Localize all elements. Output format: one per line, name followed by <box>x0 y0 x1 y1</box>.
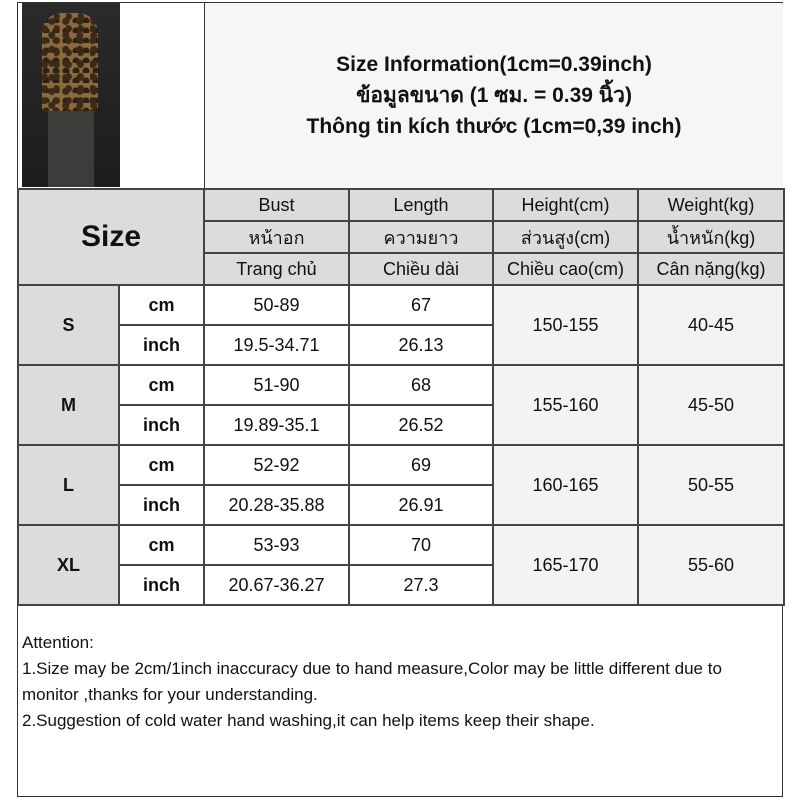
table-row: inch 19.5-34.71 26.13 <box>18 324 784 366</box>
unit-label: cm <box>118 364 205 406</box>
bust-value: 51-90 <box>203 364 350 406</box>
unit-label: inch <box>118 484 205 526</box>
bust-value: 20.67-36.27 <box>203 564 350 606</box>
weight-value: 55-60 <box>637 524 785 606</box>
table-row: inch 19.89-35.1 26.52 <box>18 404 784 446</box>
unit-label: cm <box>118 524 205 566</box>
table-row: inch 20.28-35.88 26.91 <box>18 484 784 526</box>
length-value: 27.3 <box>348 564 494 606</box>
unit-label: cm <box>118 444 205 486</box>
length-value: 70 <box>348 524 494 566</box>
bust-value: 20.28-35.88 <box>203 484 350 526</box>
column-header: หน้าอก <box>203 220 350 254</box>
attention-notes: Attention: 1.Size may be 2cm/1inch inacc… <box>22 630 782 734</box>
length-value: 67 <box>348 284 494 326</box>
column-header: Chiều cao(cm) <box>492 252 639 286</box>
length-value: 68 <box>348 364 494 406</box>
table-row: XL cm 53-93 70 165-170 55-60 <box>17 524 785 606</box>
length-value: 69 <box>348 444 494 486</box>
size-info-title: Size Information(1cm=0.39inch) ข้อมูลขนา… <box>204 3 783 188</box>
weight-value: 40-45 <box>637 284 785 366</box>
weight-value: 50-55 <box>637 444 785 526</box>
unit-label: inch <box>118 404 205 446</box>
title-line-en: Size Information(1cm=0.39inch) <box>336 53 652 76</box>
length-value: 26.52 <box>348 404 494 446</box>
column-header: Chiều dài <box>348 252 494 286</box>
unit-label: cm <box>118 284 205 326</box>
bust-value: 53-93 <box>203 524 350 566</box>
header-row: หน้าอก ความยาว ส่วนสูง(cm) น้ำหนัก(kg) <box>18 220 785 254</box>
column-header: Length <box>348 188 494 222</box>
unit-label: inch <box>118 324 205 366</box>
bust-value: 50-89 <box>203 284 350 326</box>
size-header: Size <box>17 188 205 286</box>
column-header: Cân nặng(kg) <box>637 252 785 286</box>
height-value: 155-160 <box>492 364 639 446</box>
height-value: 165-170 <box>492 524 639 606</box>
size-label: M <box>17 364 120 446</box>
leopard-top <box>42 13 98 113</box>
column-header: Trang chủ <box>203 252 350 286</box>
product-photo <box>22 3 120 187</box>
column-header: Bust <box>203 188 350 222</box>
header-row: Trang chủ Chiều dài Chiều cao(cm) Cân nặng(… <box>18 252 785 286</box>
note-1: 1.Size may be 2cm/1inch inaccuracy due t… <box>22 659 722 704</box>
title-line-vi: Thông tin kích thước (1cm=0,39 inch) <box>306 115 682 138</box>
size-table: Size Bust Length Height(cm) Weight(kg) หน้าอก… <box>17 188 785 606</box>
column-header: Height(cm) <box>492 188 639 222</box>
title-line-th: ข้อมูลขนาด (1 ซม. = 0.39 นิ้ว) <box>356 84 632 107</box>
column-header: น้ำหนัก(kg) <box>637 220 785 254</box>
bust-value: 19.89-35.1 <box>203 404 350 446</box>
height-value: 160-165 <box>492 444 639 526</box>
size-label: XL <box>17 524 120 606</box>
unit-label: inch <box>118 564 205 606</box>
attention-heading: Attention: <box>22 633 94 652</box>
weight-value: 45-50 <box>637 364 785 446</box>
length-value: 26.91 <box>348 484 494 526</box>
length-value: 26.13 <box>348 324 494 366</box>
bust-value: 52-92 <box>203 444 350 486</box>
table-row: inch 20.67-36.27 27.3 <box>18 564 784 606</box>
size-label: L <box>17 444 120 526</box>
note-2: 2.Suggestion of cold water hand washing,… <box>22 711 595 730</box>
column-header: Weight(kg) <box>637 188 785 222</box>
column-header: ส่วนสูง(cm) <box>492 220 639 254</box>
size-label: S <box>17 284 120 366</box>
column-header: ความยาว <box>348 220 494 254</box>
bust-value: 19.5-34.71 <box>203 324 350 366</box>
leather-pants <box>48 111 94 187</box>
header-row: Size Bust Length Height(cm) Weight(kg) <box>17 188 785 286</box>
height-value: 150-155 <box>492 284 639 366</box>
